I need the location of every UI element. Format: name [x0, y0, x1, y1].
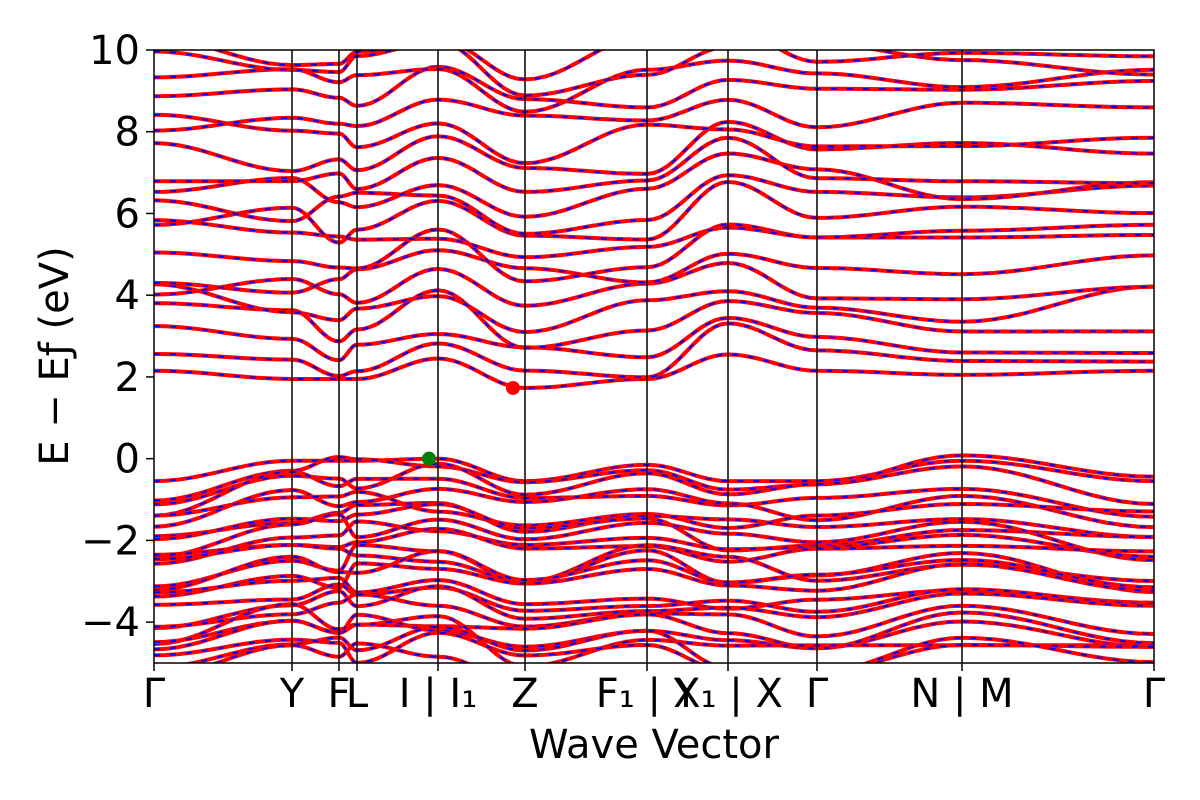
y-tick-label: 0 [115, 437, 140, 483]
band-line [210, 641, 472, 663]
y-tick-label: −2 [81, 518, 140, 564]
y-axis-ticks: −4 −2 0 2 4 6 8 10 [81, 28, 154, 646]
band-line-dashed [154, 26, 1154, 46]
band-line-dashed [154, 249, 1154, 294]
band-lines [154, 26, 1154, 663]
x-tick-label: Y [279, 671, 305, 717]
x-tick-label: X₁ | X [673, 671, 783, 717]
x-axis-ticks: Γ Y FL I | I₁ Z F₁ | YX₁ | X Γ N | M Γ [143, 663, 1166, 717]
band-line-dashed [154, 454, 1154, 502]
band-line-dashed [154, 113, 1154, 165]
x-tick-label: I | I₁ [399, 671, 478, 717]
high-symmetry-lines [291, 50, 963, 663]
band-line-dashed [154, 490, 1154, 530]
x-axis-title: Wave Vector [529, 722, 780, 768]
y-tick-label: −4 [81, 600, 140, 646]
band-line-dashed [154, 593, 1154, 638]
x-tick-label: Γ [1143, 671, 1166, 717]
band-line-dashed [154, 502, 1154, 539]
x-tick-label: Γ [806, 671, 829, 717]
special-points [422, 380, 520, 466]
band-line [181, 624, 1154, 663]
band-line-dashed [154, 615, 1154, 663]
x-tick-label: F [327, 671, 350, 717]
special-point [422, 451, 436, 466]
band-line-dashed [154, 174, 1154, 235]
band-line-dashed [154, 487, 1154, 529]
band-line-dashed [154, 513, 1154, 562]
band-line [154, 26, 1154, 46]
band-line-dashed [154, 65, 1154, 109]
y-tick-label: 6 [115, 191, 140, 237]
special-point [506, 380, 520, 395]
band-line-dashed [154, 576, 1154, 610]
band-line [154, 315, 1154, 363]
band-line-dashed [154, 520, 1154, 565]
y-tick-label: 8 [115, 110, 140, 156]
y-axis-title: E − Eƒ (eV) [32, 246, 78, 465]
y-tick-label: 10 [89, 28, 140, 74]
band-line-dashed [154, 583, 1154, 613]
x-tick-label: Γ [143, 671, 166, 717]
x-tick-label: L [346, 671, 369, 717]
plot-frame [153, 49, 1155, 664]
x-tick-label: F₁ | Y [596, 671, 699, 717]
y-tick-label: 2 [115, 355, 140, 401]
x-tick-label: Z [511, 671, 538, 717]
band-line-dashed [154, 136, 1154, 193]
band-line-dashed [188, 625, 1154, 663]
y-tick-label: 4 [115, 273, 140, 319]
x-tick-label: N | M [910, 671, 1013, 717]
